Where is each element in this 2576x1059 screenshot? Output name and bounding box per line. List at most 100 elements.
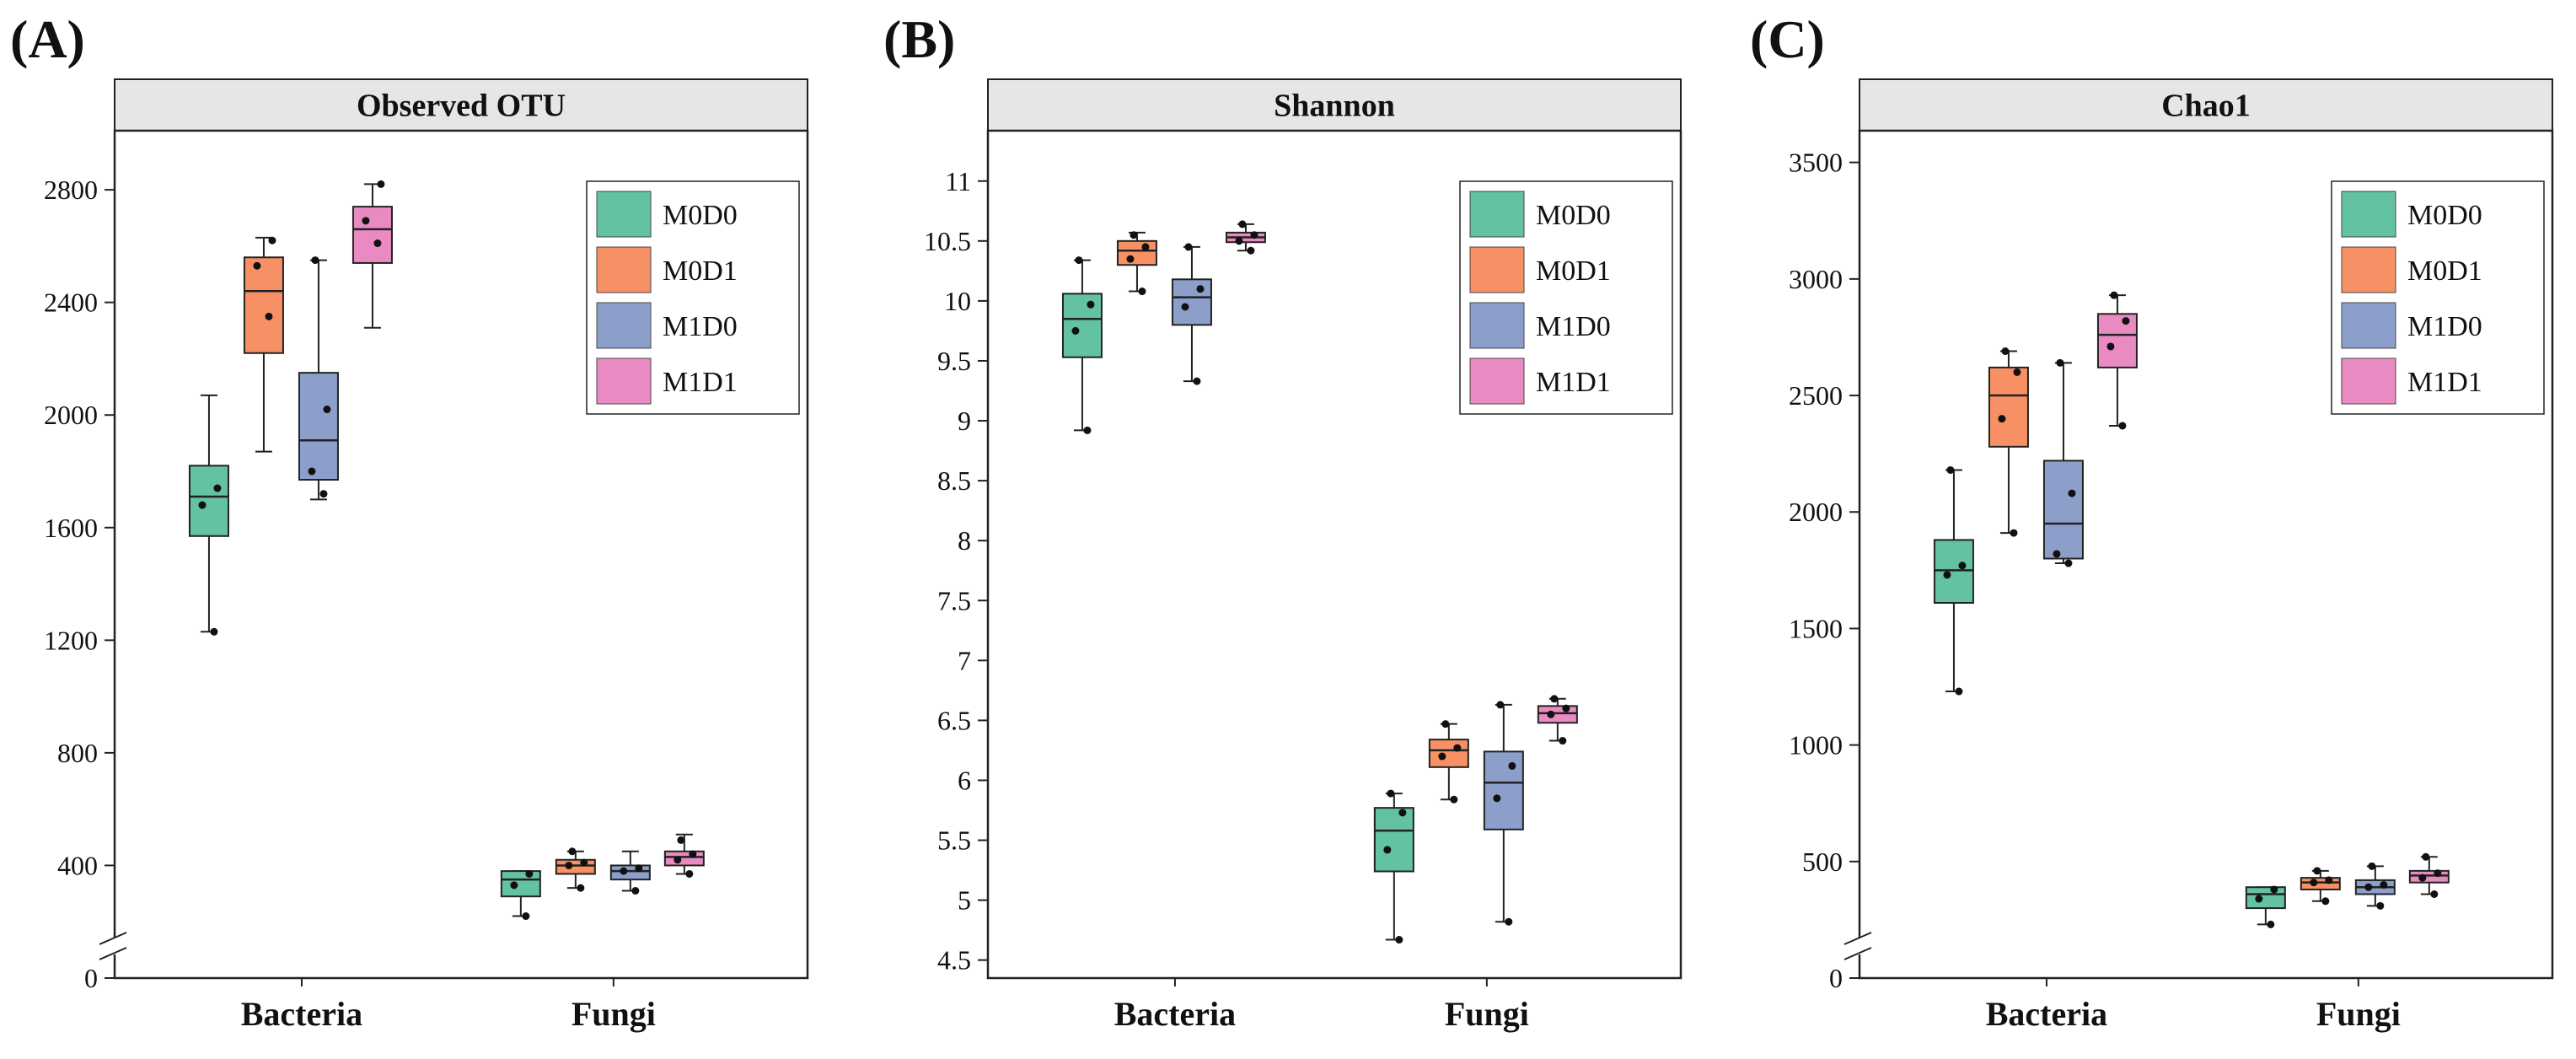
panel-label: (C) [1750,9,1825,69]
plot-frame [113,129,809,980]
data-point [198,501,207,509]
data-point [525,869,534,878]
data-point [2364,883,2373,891]
data-point [1398,809,1407,817]
box-iqr [298,372,339,481]
x-category-label: Bacteria [1986,995,2107,1033]
y-tick-label: 10.5 [924,226,971,256]
y-tick-label: 8 [958,525,971,556]
y-tick-label: 500 [1802,847,1843,877]
chart-title: Observed OTU [357,89,566,124]
data-point [2255,895,2263,903]
data-point [631,886,640,895]
y-tick-label: 7 [958,645,971,675]
box-iqr [1171,278,1212,326]
data-point [377,180,385,188]
data-point [1071,326,1080,335]
legend-label: M1D1 [2407,367,2482,398]
y-tick-label: 2000 [1789,497,1843,527]
data-point [1450,795,1458,804]
data-point [1193,377,1201,385]
legend-swatch [2341,191,2396,238]
data-point [1387,789,1395,798]
data-point [308,467,316,476]
data-point [265,312,273,320]
data-point [2056,358,2064,367]
box-fungi-m1d1 [2408,852,2450,898]
x-category-label: Fungi [2316,995,2401,1033]
data-point [2434,869,2442,878]
legend-label: M0D1 [663,255,738,287]
chart-panel-3: (C) Chao1 0 500 1000 1500 2000 2500 3000 3500 Bact… [1750,9,2554,1033]
data-point [2380,880,2388,889]
x-category-label: Fungi [1445,995,1529,1033]
box-iqr [2408,869,2450,884]
y-tick-label: 2000 [44,400,98,430]
data-point [2106,342,2115,351]
box-bacteria-m0d0 [1933,465,1974,696]
box-bacteria-m1d1 [352,180,393,329]
data-point [1235,237,1243,245]
data-point [1238,220,1247,228]
y-tick-label: 6.5 [937,705,971,735]
box-fungi-m1d0 [609,850,651,895]
data-point [1181,303,1189,311]
data-point [1958,562,1967,570]
legend-swatch [2341,357,2396,405]
data-point [1383,846,1392,854]
strip-header [987,78,1682,132]
y-tick-label: 5 [958,885,971,916]
data-point [2010,529,2018,537]
data-point [2422,852,2430,861]
legend-label: M0D0 [1536,200,1611,231]
box-iqr [243,256,284,354]
legend-label: M0D0 [2407,200,2482,231]
data-point [2122,317,2130,325]
data-point [268,236,276,245]
y-tick-label: 2800 [44,175,98,205]
y-tick-label: 400 [57,850,98,880]
legend-label: M0D1 [2407,255,2482,287]
axis-break-mark [1843,932,1872,945]
legend: M0D0 M0D1 M1D0 M1D1 [2331,180,2545,415]
data-point [1508,761,1516,770]
data-point [1138,288,1146,296]
data-point [1083,426,1092,434]
data-point [2313,867,2321,875]
box-iqr [1933,539,1974,605]
box-iqr [1988,366,2029,448]
legend-swatch [1469,246,1525,293]
y-tick-label: 2400 [44,288,98,318]
strip-header [1859,78,2553,132]
data-point [1946,465,1955,474]
axis-break-mark [99,947,127,960]
data-point [1196,285,1205,293]
legend-label: M1D0 [2407,311,2482,342]
y-tick-label: 9.5 [937,346,971,376]
y-tick-label: 1000 [1789,730,1843,761]
box-iqr [609,864,651,881]
data-point [2267,920,2275,928]
data-point [2321,897,2330,906]
box-bacteria-m1d1 [1225,220,1266,255]
data-point [1130,231,1138,239]
data-point [510,881,518,890]
legend-swatch [2341,246,2396,293]
panel-label: (A) [10,9,85,69]
legend-label: M1D1 [663,367,738,398]
y-tick-label: 4.5 [937,945,971,976]
data-point [1505,917,1513,926]
box-iqr [2096,313,2138,368]
legend: M0D0 M0D1 M1D0 M1D1 [586,180,800,415]
box-fungi-m0d1 [2300,867,2341,906]
data-point [677,836,685,844]
legend-swatch [1469,357,1525,405]
data-point [2376,901,2385,910]
data-point [373,239,382,248]
legend-swatch [1469,302,1525,349]
box-fungi-m0d1 [1428,720,1469,804]
data-point [577,884,585,892]
legend-swatch [2341,302,2396,349]
box-iqr [352,206,393,264]
y-tick-label: 2500 [1789,380,1843,411]
